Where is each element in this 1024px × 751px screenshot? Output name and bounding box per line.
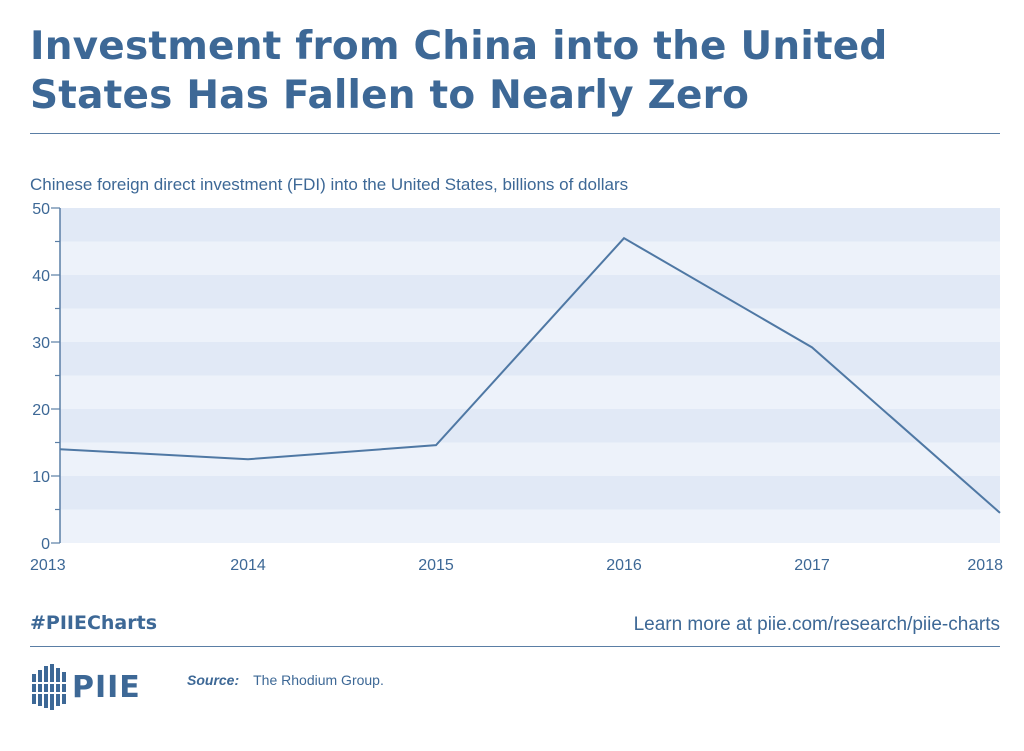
x-tick-label: 2016: [606, 557, 642, 574]
y-tick-label: 0: [41, 536, 50, 553]
source-text: The Rhodium Group.: [253, 672, 384, 688]
grid-band: [60, 308, 1000, 342]
series-line: [59, 236, 1001, 514]
y-axis: [51, 207, 61, 544]
y-tick-label: 30: [32, 335, 50, 352]
x-tick-label: 2017: [794, 557, 830, 574]
chart-title: Investment from China into the United St…: [30, 24, 888, 118]
source-label: Source:: [187, 672, 240, 688]
grid-band: [60, 509, 1000, 543]
learn-more-link[interactable]: Learn more at piie.com/research/piie-cha…: [633, 614, 1000, 635]
grid-band: [60, 208, 1000, 242]
x-tick-label: 2014: [230, 557, 266, 574]
title-divider: [30, 133, 1000, 134]
x-tick-label: 2013: [30, 557, 66, 574]
grid-band: [60, 476, 1000, 510]
piie-logo: PIIE: [32, 664, 141, 710]
line-chart: 0 10 20 30 40 50 2013 2014 2015 2016 2017 2018: [30, 201, 1003, 574]
source-note: Source: The Rhodium Group.: [187, 672, 384, 688]
logo-text: PIIE: [72, 669, 141, 705]
grid-band: [60, 342, 1000, 376]
y-tick-label: 20: [32, 402, 50, 419]
y-tick-label: 50: [32, 201, 50, 218]
grid-band: [60, 409, 1000, 443]
grid-band: [60, 442, 1000, 476]
y-tick-label: 40: [32, 268, 50, 285]
footer-divider: [30, 646, 1000, 647]
data-series: [59, 236, 1001, 514]
chart-subtitle: Chinese foreign direct investment (FDI) …: [30, 175, 629, 194]
grid-band: [60, 275, 1000, 309]
y-tick-labels: 0 10 20 30 40 50: [32, 201, 50, 553]
hashtag: #PIIECharts: [30, 612, 158, 634]
grid-band: [60, 375, 1000, 409]
x-tick-label: 2015: [418, 557, 454, 574]
x-tick-label: 2018: [967, 557, 1003, 574]
x-tick-labels: 2013 2014 2015 2016 2017 2018: [30, 557, 1003, 574]
building-icon: [32, 664, 66, 710]
grid-band: [60, 241, 1000, 275]
y-tick-label: 10: [32, 469, 50, 486]
background-bands: [60, 208, 1000, 543]
